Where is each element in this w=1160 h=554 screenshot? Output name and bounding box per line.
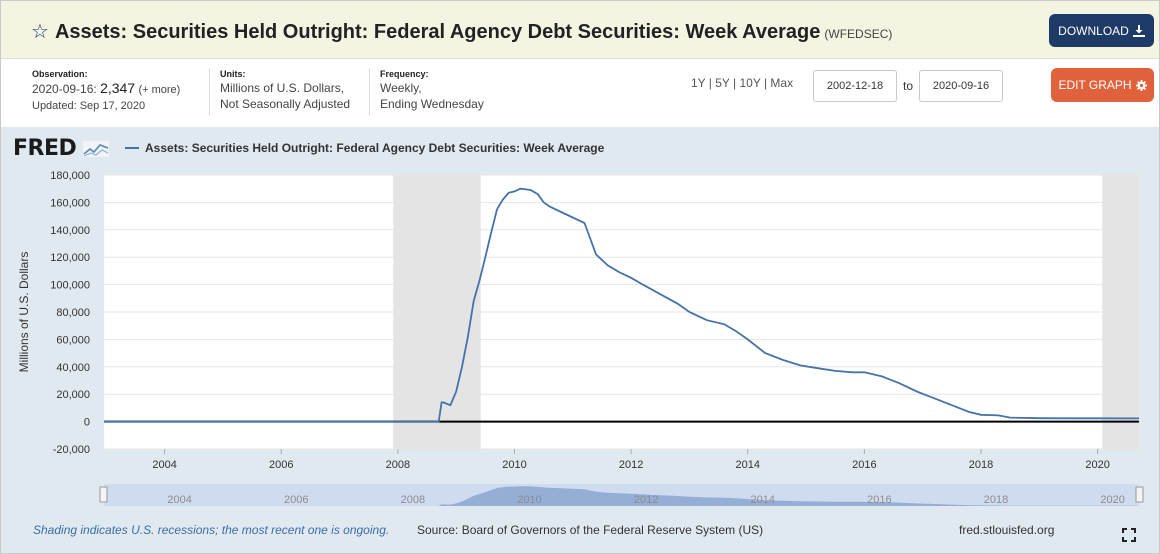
x-tick-label: 2004 — [152, 459, 176, 471]
date-to-input[interactable]: 2020-09-16 — [919, 70, 1003, 102]
navigator-label: 2004 — [167, 494, 191, 506]
observation-label: Observation: — [32, 69, 88, 79]
y-tick-label: 80,000 — [56, 307, 90, 319]
chart-legend: Assets: Securities Held Outright: Federa… — [125, 141, 604, 155]
y-tick-label: 60,000 — [56, 334, 90, 346]
download-label: DOWNLOAD — [1058, 23, 1129, 38]
page-title: ☆ Assets: Securities Held Outright: Fede… — [31, 19, 892, 44]
line-chart: -20,000 0 20,000 40,000 60,000 80,000 100,000 1… — [17, 170, 1144, 506]
fred-logo: FRED — [13, 136, 110, 161]
navigator-label: 2008 — [401, 494, 425, 506]
x-tick-label: 2020 — [1085, 459, 1109, 471]
navigator-label: 2010 — [517, 494, 541, 506]
y-axis-label: Millions of U.S. Dollars — [17, 252, 31, 373]
frequency-block: Frequency: Weekly, Ending Wednesday — [380, 68, 484, 112]
divider — [209, 68, 210, 116]
download-icon — [1132, 24, 1145, 37]
frequency-line1: Weekly, — [380, 81, 422, 95]
gear-icon — [1135, 79, 1147, 91]
date-from-input[interactable]: 2002-12-18 — [813, 70, 897, 102]
navigator-handle-right[interactable] — [1135, 486, 1144, 503]
x-tick-label: 2014 — [735, 459, 759, 471]
fred-chart-icon — [83, 141, 110, 157]
navigator-label: 2012 — [634, 494, 658, 506]
y-tick-label: 100,000 — [50, 280, 90, 292]
to-label: to — [903, 79, 914, 93]
units-line1: Millions of U.S. Dollars, — [220, 81, 345, 95]
y-tick-label: 120,000 — [50, 252, 90, 264]
legend-swatch — [125, 147, 139, 149]
units-block: Units: Millions of U.S. Dollars, Not Sea… — [220, 68, 350, 112]
x-tick-label: 2008 — [386, 459, 410, 471]
y-tick-label: 160,000 — [50, 197, 90, 209]
navigator-label: 2018 — [984, 494, 1008, 506]
edit-graph-label: EDIT GRAPH — [1058, 78, 1132, 92]
units-line2: Not Seasonally Adjusted — [220, 97, 351, 111]
y-tick-label: 140,000 — [50, 225, 90, 237]
chart-area: FRED Assets: Securities Held Outright: F… — [1, 127, 1159, 553]
updated-date: Updated: Sep 17, 2020 — [32, 100, 146, 112]
series-title: Assets: Securities Held Outright: Federa… — [54, 21, 821, 43]
fullscreen-icon[interactable] — [1122, 528, 1136, 542]
edit-graph-button[interactable]: EDIT GRAPH — [1051, 68, 1154, 102]
navigator-label: 2016 — [867, 494, 891, 506]
y-tick-label: 180,000 — [50, 170, 90, 182]
download-button[interactable]: DOWNLOAD — [1049, 14, 1154, 47]
header: ☆ Assets: Securities Held Outright: Fede… — [1, 1, 1159, 59]
series-id: (WFEDSEC) — [824, 27, 893, 41]
navigator-label: 2020 — [1100, 494, 1124, 506]
observation-block: Observation: 2020-09-16: 2,347 (+ more) … — [32, 68, 180, 114]
navigator-area — [104, 486, 1139, 506]
navigator-handle-left[interactable] — [99, 486, 108, 503]
series-line — [104, 187, 1139, 423]
recession-band — [393, 175, 481, 449]
x-tick-label: 2012 — [619, 459, 643, 471]
source-note: Source: Board of Governors of the Federa… — [417, 523, 764, 537]
x-tick-label: 2018 — [969, 459, 993, 471]
star-icon[interactable]: ☆ — [31, 21, 49, 43]
navigator[interactable]: 2004 2006 2008 2010 2012 2014 2016 2018 2020 — [99, 484, 1144, 506]
frequency-line2: Ending Wednesday — [380, 97, 484, 111]
more-link[interactable]: (+ more) — [138, 84, 181, 96]
y-tick-label: 0 — [84, 417, 90, 429]
site-link[interactable]: fred.stlouisfed.org — [959, 523, 1055, 537]
units-label: Units: — [220, 69, 246, 79]
x-tick-label: 2016 — [852, 459, 876, 471]
observation-value: 2,347 — [100, 80, 136, 96]
y-tick-label: 40,000 — [56, 362, 90, 374]
frequency-label: Frequency: — [380, 69, 429, 79]
navigator-label: 2006 — [284, 494, 308, 506]
x-tick-label: 2010 — [502, 459, 526, 471]
info-bar: Observation: 2020-09-16: 2,347 (+ more) … — [1, 60, 1159, 127]
divider — [369, 68, 370, 116]
legend-label: Assets: Securities Held Outright: Federa… — [145, 141, 605, 155]
range-links[interactable]: 1Y | 5Y | 10Y | Max — [691, 76, 794, 90]
y-tick-label: -20,000 — [53, 444, 90, 456]
y-tick-label: 20,000 — [56, 389, 90, 401]
observation-date: 2020-09-16: — [32, 82, 97, 96]
recession-band — [1102, 175, 1139, 449]
navigator-label: 2014 — [750, 494, 774, 506]
x-tick-label: 2006 — [269, 459, 293, 471]
recession-note[interactable]: Shading indicates U.S. recessions; the m… — [33, 523, 390, 537]
